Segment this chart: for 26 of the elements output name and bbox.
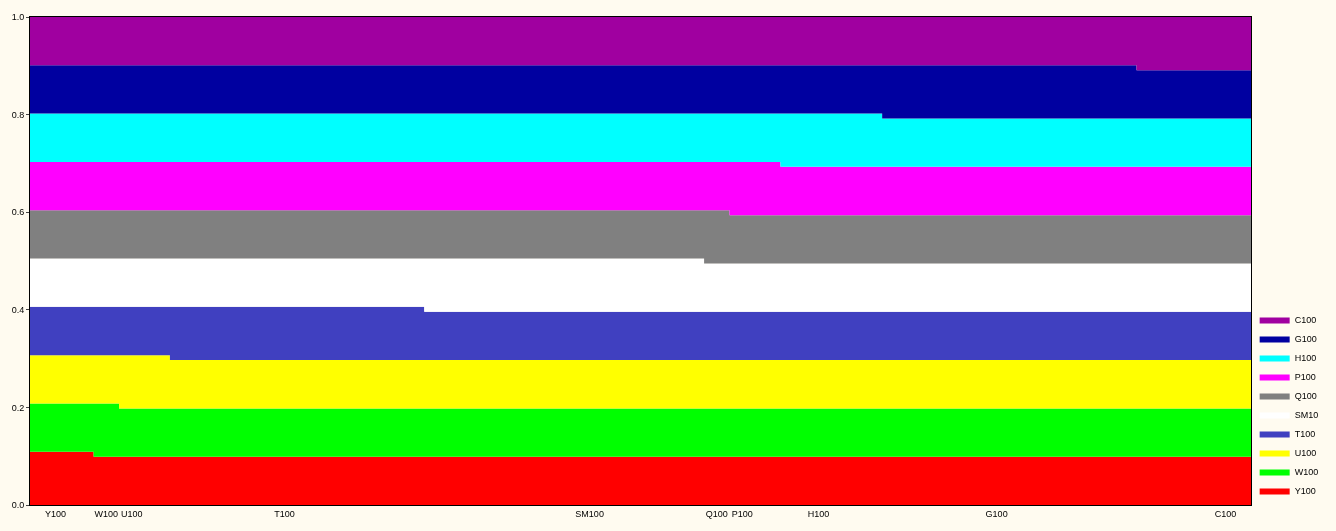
x-tick-label: SM100: [575, 508, 604, 519]
y-tick-label: 0.6: [11, 207, 25, 218]
x-tick-label: U100: [120, 508, 143, 519]
x-tick-label: Y100: [44, 508, 66, 519]
legend-label: H100: [1294, 353, 1317, 364]
legend-label: C100: [1294, 315, 1317, 326]
x-tick-label: G100: [985, 508, 1008, 519]
x-tick-label: W100: [94, 508, 119, 519]
legend-label: U100: [1294, 448, 1317, 459]
legend-label: G100: [1294, 334, 1317, 345]
legend-label: T100: [1294, 429, 1316, 440]
x-tick-label: H100: [807, 508, 830, 519]
legend-label: P100: [1294, 372, 1316, 383]
legend-label: Q100: [1294, 391, 1317, 402]
x-tick-label: T100: [274, 508, 295, 519]
legend-label: W100: [1294, 467, 1319, 478]
legend-label: SM10: [1294, 410, 1319, 421]
y-tick-label: 0.0: [11, 500, 25, 511]
x-tick-label: P100: [731, 508, 753, 519]
y-tick-label: 1.0: [11, 12, 25, 23]
y-tick-label: 0.4: [11, 304, 25, 315]
x-tick-label: Q100: [705, 508, 728, 519]
y-tick-label: 0.8: [11, 109, 25, 120]
legend-label: Y100: [1294, 486, 1316, 497]
y-tick-label: 0.2: [11, 402, 25, 413]
x-tick-label: C100: [1214, 508, 1237, 519]
